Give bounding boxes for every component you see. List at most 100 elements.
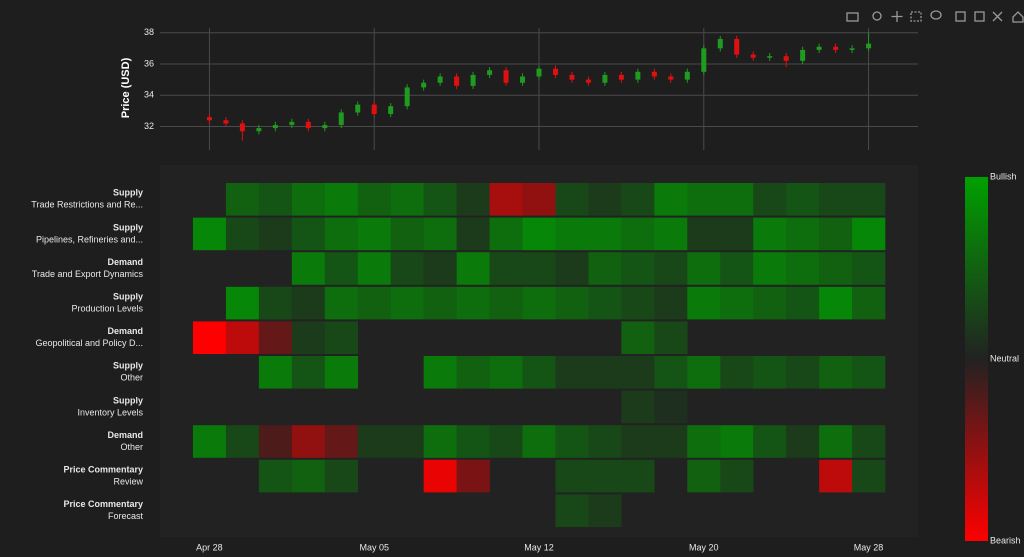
heatmap-cell bbox=[621, 217, 655, 251]
candle bbox=[602, 71, 608, 86]
zoom-out-icon[interactable] bbox=[974, 11, 985, 22]
heatmap-cell bbox=[786, 425, 820, 458]
lasso-icon[interactable] bbox=[930, 10, 942, 20]
heatmap-cell bbox=[687, 286, 721, 320]
heatmap-cell bbox=[588, 252, 622, 285]
y-tick-label: Supply bbox=[113, 291, 143, 301]
candle bbox=[470, 71, 476, 89]
candle-body bbox=[635, 71, 641, 80]
candle-body bbox=[454, 76, 460, 86]
heatmap-cell bbox=[588, 459, 622, 493]
y-tick-label: Production Levels bbox=[71, 303, 143, 313]
candle bbox=[684, 68, 690, 83]
heatmap-cell bbox=[522, 425, 556, 458]
y-tick-label: 38 bbox=[144, 27, 154, 37]
candle-body bbox=[651, 71, 657, 77]
candle-body bbox=[470, 74, 476, 86]
heatmap-cell bbox=[192, 217, 227, 251]
heatmap-cell bbox=[621, 183, 655, 216]
heatmap-cell bbox=[423, 356, 457, 389]
candle-body bbox=[487, 70, 493, 75]
camera-icon[interactable] bbox=[846, 12, 859, 22]
candle-body bbox=[223, 120, 229, 124]
candle-body bbox=[849, 48, 855, 50]
heatmap-cell bbox=[687, 183, 721, 216]
heatmap-cell bbox=[258, 425, 293, 458]
heatmap-cell bbox=[786, 286, 820, 320]
heatmap-cell bbox=[225, 321, 260, 354]
candle-body bbox=[520, 76, 526, 83]
heatmap-cell bbox=[522, 286, 556, 320]
heatmap-cell bbox=[687, 459, 721, 493]
heatmap-cell bbox=[291, 425, 326, 458]
heatmap-cell bbox=[786, 183, 820, 216]
heatmap-cell bbox=[522, 356, 556, 389]
heatmap-cell bbox=[753, 217, 787, 251]
heatmap-cell bbox=[489, 183, 523, 216]
candle bbox=[767, 53, 773, 61]
heatmap-cell bbox=[654, 286, 688, 320]
y-tick-label: Geopolitical and Policy D... bbox=[35, 338, 143, 348]
heatmap-cell bbox=[621, 356, 655, 389]
zoom-in-icon[interactable] bbox=[955, 11, 966, 22]
heatmap-cell bbox=[258, 183, 293, 216]
autoscale-icon[interactable] bbox=[992, 11, 1003, 22]
zoom-icon[interactable] bbox=[872, 11, 882, 21]
heatmap-cell bbox=[324, 286, 359, 320]
heatmap-cell bbox=[291, 356, 326, 389]
heatmap-cell bbox=[291, 286, 326, 320]
heatmap-cell bbox=[423, 286, 457, 320]
y-tick-label: Demand bbox=[107, 326, 143, 336]
candle bbox=[816, 43, 822, 54]
heatmap-cell bbox=[192, 425, 227, 458]
candle bbox=[635, 68, 641, 83]
heatmap-cell bbox=[654, 390, 688, 424]
candle bbox=[289, 118, 295, 129]
candle-body bbox=[866, 43, 872, 49]
heatmap-cell bbox=[225, 217, 260, 251]
candle-body bbox=[256, 128, 262, 132]
reset-icon[interactable] bbox=[1012, 11, 1024, 23]
colorbar-tick-label: Neutral bbox=[990, 353, 1019, 363]
heatmap-cell bbox=[720, 286, 754, 320]
heatmap-cell bbox=[720, 425, 754, 458]
heatmap-cell bbox=[423, 183, 457, 216]
heatmap-cell bbox=[225, 286, 260, 320]
heatmap-cell bbox=[621, 459, 655, 493]
candle-body bbox=[816, 46, 822, 50]
heatmap-cell bbox=[687, 252, 721, 285]
candle bbox=[701, 45, 707, 75]
heatmap-cell bbox=[258, 356, 293, 389]
candle bbox=[437, 73, 443, 86]
heatmap-cell bbox=[324, 217, 359, 251]
heatmap-cell bbox=[786, 356, 820, 389]
heatmap-cell bbox=[555, 252, 589, 285]
heatmap-cell bbox=[324, 425, 359, 458]
heatmap-cell bbox=[687, 425, 721, 458]
x-tick-label: May 28 bbox=[854, 542, 884, 552]
y-tick-label: Pipelines, Refineries and... bbox=[36, 234, 143, 244]
heatmap-cell bbox=[852, 252, 886, 285]
x-tick-label: May 20 bbox=[689, 542, 719, 552]
heatmap-cell bbox=[489, 217, 523, 251]
heatmap-cell bbox=[852, 183, 886, 216]
y-tick-label: Supply bbox=[113, 361, 143, 371]
box-select-icon[interactable] bbox=[910, 11, 922, 22]
candle-body bbox=[767, 56, 773, 58]
candle bbox=[618, 71, 624, 83]
candle-body bbox=[388, 106, 394, 115]
candle-body bbox=[618, 74, 624, 80]
heatmap-cell bbox=[588, 286, 622, 320]
heatmap-cell bbox=[192, 321, 227, 354]
pan-icon[interactable] bbox=[891, 11, 903, 22]
heatmap-cell bbox=[720, 183, 754, 216]
y-tick-label: Supply bbox=[113, 222, 143, 232]
candle bbox=[223, 117, 229, 127]
heatmap-cell bbox=[555, 217, 589, 251]
heatmap-cell bbox=[291, 321, 326, 354]
heatmap-cell bbox=[720, 459, 754, 493]
heatmap-cell bbox=[456, 356, 490, 389]
heatmap-cell bbox=[456, 459, 490, 493]
candle-body bbox=[569, 74, 575, 80]
candle-body bbox=[701, 48, 707, 72]
